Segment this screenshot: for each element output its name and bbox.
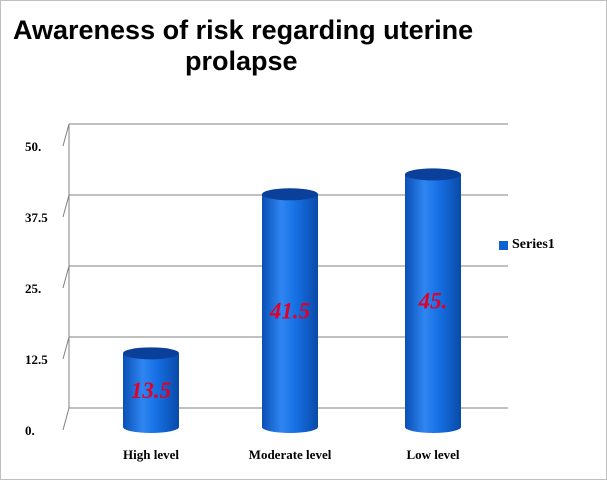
bar-cap [123, 347, 179, 360]
gridline-depth [62, 265, 70, 289]
bar-body [262, 194, 318, 433]
data-label: 45. [418, 289, 448, 314]
legend-swatch [499, 240, 508, 250]
bar-body [405, 174, 461, 433]
chart-title: Awareness of risk regarding uterine prol… [13, 15, 533, 77]
bar-1: 13.5 [123, 347, 179, 433]
bar-body [123, 353, 179, 433]
gridline-depth [62, 336, 70, 360]
bar-cap [405, 168, 461, 181]
y-tick-label: 0. [25, 423, 35, 438]
bar-2: 41.5 [262, 188, 318, 433]
bar-cap [262, 188, 318, 201]
chart-title-line1: Awareness of risk regarding uterine [13, 15, 474, 45]
gridline-depth [62, 123, 70, 147]
data-label: 13.5 [131, 378, 171, 403]
legend: Series1 [499, 237, 555, 253]
bar-3: 45. [405, 168, 461, 433]
category-label: High level [123, 447, 179, 462]
chart-title-line2: prolapse [185, 46, 298, 76]
data-label: 41.5 [269, 299, 310, 324]
legend-label: Series1 [512, 237, 555, 252]
y-tick-label: 25. [25, 281, 41, 296]
gridline-depth [62, 194, 70, 218]
category-label: Low level [406, 447, 459, 462]
y-tick-label: 50. [25, 139, 41, 154]
gridline-depth [62, 407, 70, 431]
y-tick-label: 12.5 [25, 352, 48, 367]
category-label: Moderate level [249, 447, 332, 462]
y-tick-label: 37.5 [25, 210, 48, 225]
